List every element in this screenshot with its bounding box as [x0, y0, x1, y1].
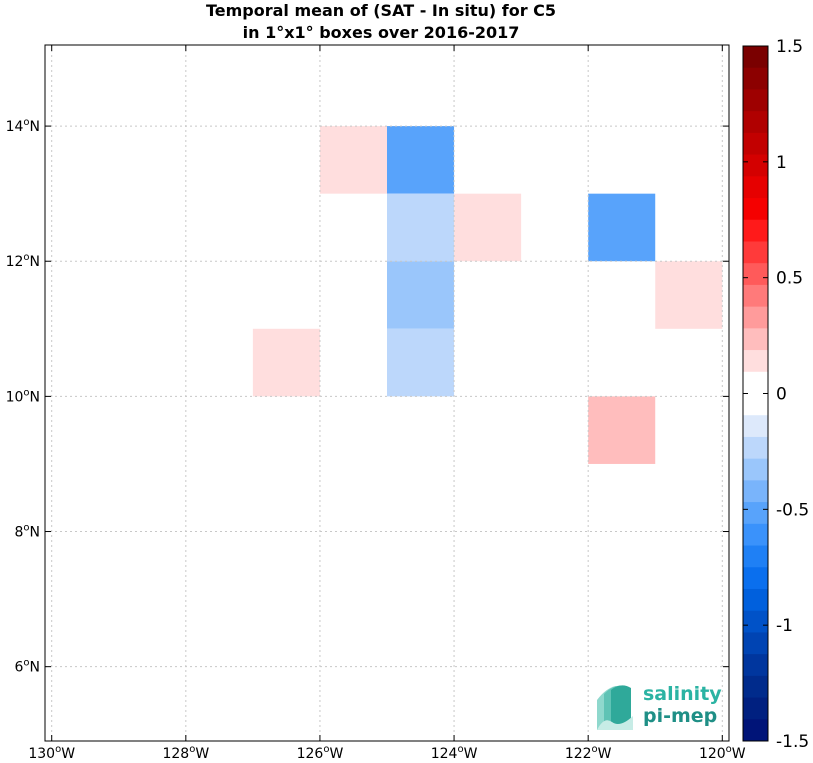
colorbar-swatch	[743, 198, 768, 221]
colorbar-tick-label: -1.5	[776, 732, 809, 752]
colorbar-swatch	[743, 219, 768, 242]
colorbar-swatch	[743, 545, 768, 568]
salinity-pi-mep-logo: salinity pi-mep	[597, 683, 722, 730]
colorbar-swatch	[743, 415, 768, 438]
colorbar-swatch	[743, 654, 768, 677]
colorbar-swatch	[743, 111, 768, 134]
colorbar-swatch	[743, 436, 768, 460]
colorbar-swatch	[743, 719, 768, 742]
heatmap-cell	[252, 328, 320, 397]
colorbar-swatch	[743, 284, 768, 308]
colorbar-swatch	[743, 67, 768, 90]
colorbar-swatch	[743, 241, 768, 264]
heatmap-cell	[655, 261, 723, 329]
tick-label: 122oW	[565, 744, 612, 762]
colorbar-tick-label: -1	[776, 616, 793, 636]
colorbar-tick-label: 1	[776, 153, 787, 173]
colorbar-swatch	[743, 502, 768, 525]
colorbar-swatch	[743, 46, 768, 69]
colorbar-swatch	[743, 458, 768, 481]
colorbar-swatch	[743, 632, 768, 655]
colorbar-tick-label: 0	[776, 385, 787, 405]
colorbar-swatch	[743, 132, 768, 156]
colorbar: 1.5 1 0.5 0 -0.5 -1 -1.5	[742, 37, 809, 752]
heatmap-cell	[387, 126, 455, 194]
tick-label: 8oN	[14, 523, 40, 541]
wave-logo-icon	[597, 685, 633, 730]
chart-title-line1: Temporal mean of (SAT - In situ) for C5	[206, 1, 556, 20]
heatmap-cell	[588, 396, 656, 464]
colorbar-swatch	[743, 610, 768, 633]
heatmap-cell	[588, 193, 656, 262]
colorbar-swatch	[743, 588, 768, 612]
colorbar-swatch	[743, 306, 768, 329]
colorbar-swatch	[743, 263, 768, 286]
colorbar-swatch	[743, 328, 768, 351]
logo-text-line1: salinity	[643, 683, 722, 705]
tick-label: 126oW	[297, 744, 344, 762]
colorbar-swatch	[743, 567, 768, 590]
x-axis: 130oW 128oW 126oW 124oW 122oW 120oW	[28, 45, 746, 762]
colorbar-swatch	[743, 523, 768, 547]
tick-label: 6oN	[14, 658, 40, 676]
heatmap-cell	[319, 126, 387, 194]
colorbar-swatch	[743, 89, 768, 112]
y-axis: 6oN 8oN 10oN 12oN 14oN	[6, 117, 729, 676]
tick-label: 120oW	[699, 744, 746, 762]
tick-label: 130oW	[28, 744, 75, 762]
tick-label: 12oN	[6, 252, 40, 270]
colorbar-swatch	[743, 154, 768, 177]
plot-frame	[44, 44, 730, 742]
colorbar-swatch	[743, 675, 768, 699]
colorbar-swatch	[743, 393, 768, 416]
colorbar-tick-label: 1.5	[776, 37, 803, 57]
logo-text-line2: pi-mep	[643, 705, 717, 727]
tick-label: 124oW	[431, 744, 478, 762]
colorbar-swatch	[743, 480, 768, 503]
tick-label: 10oN	[6, 387, 40, 405]
heatmap-cell	[387, 328, 455, 397]
heatmap-cell	[454, 193, 522, 262]
gridlines	[45, 45, 729, 741]
colorbar-swatch	[743, 697, 768, 720]
colorbar-swatch	[743, 350, 768, 373]
colorbar-tick-label: 0.5	[776, 269, 803, 289]
heatmap-cell	[387, 261, 455, 329]
chart-title-line2: in 1°x1° boxes over 2016-2017	[243, 23, 520, 42]
heatmap-cells	[252, 126, 723, 464]
colorbar-tick-label: -0.5	[776, 500, 809, 520]
tick-label: 128oW	[162, 744, 209, 762]
tick-label: 14oN	[6, 117, 40, 135]
colorbar-swatch	[743, 371, 768, 394]
heatmap-cell	[387, 193, 455, 262]
colorbar-swatch	[743, 176, 768, 199]
